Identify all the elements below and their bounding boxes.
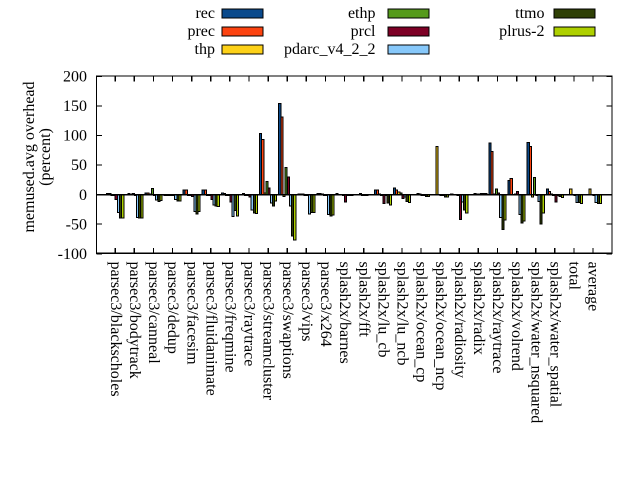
svg-text:200: 200 (63, 69, 87, 86)
svg-text:splash2x/water_nsquared: splash2x/water_nsquared (527, 262, 544, 424)
svg-text:plrus-2: plrus-2 (499, 23, 544, 40)
svg-text:splash2x/barnes: splash2x/barnes (336, 262, 353, 364)
svg-text:splash2x/radiosity: splash2x/radiosity (451, 262, 468, 378)
svg-text:splash2x/volrend: splash2x/volrend (508, 262, 525, 371)
svg-text:-100: -100 (58, 246, 87, 263)
svg-text:total: total (566, 262, 583, 291)
svg-text:ttmo: ttmo (515, 5, 544, 22)
svg-text:splash2x/raytrace: splash2x/raytrace (489, 262, 506, 374)
svg-text:parsec3/x264: parsec3/x264 (317, 262, 334, 347)
svg-text:150: 150 (63, 98, 87, 115)
svg-text:prec: prec (187, 23, 215, 40)
svg-text:-50: -50 (66, 216, 87, 233)
svg-text:splash2x/ocean_cp: splash2x/ocean_cp (413, 262, 430, 383)
svg-text:50: 50 (71, 157, 87, 174)
svg-text:rec: rec (195, 5, 215, 22)
svg-text:parsec3/dedup: parsec3/dedup (164, 262, 181, 354)
svg-text:average: average (585, 262, 602, 312)
svg-text:parsec3/freqmine: parsec3/freqmine (221, 262, 238, 373)
svg-text:parsec3/vips: parsec3/vips (298, 262, 315, 342)
svg-text:memused.avg overhead: memused.avg overhead (21, 81, 38, 232)
svg-text:parsec3/raytrace: parsec3/raytrace (241, 262, 258, 367)
svg-text:splash2x/radix: splash2x/radix (470, 262, 487, 355)
svg-text:splash2x/fft: splash2x/fft (355, 262, 372, 338)
svg-text:parsec3/fluidanimate: parsec3/fluidanimate (202, 262, 219, 396)
svg-text:parsec3/canneal: parsec3/canneal (145, 262, 162, 365)
svg-text:parsec3/facesim: parsec3/facesim (183, 262, 200, 366)
svg-text:splash2x/ocean_ncp: splash2x/ocean_ncp (432, 262, 449, 391)
svg-text:0: 0 (79, 187, 87, 204)
svg-text:splash2x/water_spatial: splash2x/water_spatial (546, 262, 563, 408)
svg-text:prcl: prcl (351, 23, 376, 40)
svg-text:100: 100 (63, 128, 87, 145)
svg-text:thp: thp (195, 41, 215, 58)
svg-text:pdarc_v4_2_2: pdarc_v4_2_2 (284, 41, 376, 58)
svg-text:splash2x/lu_ncb: splash2x/lu_ncb (394, 262, 411, 366)
svg-text:parsec3/streamcluster: parsec3/streamcluster (260, 262, 277, 401)
svg-text:ethp: ethp (348, 5, 376, 22)
svg-text:parsec3/swaptions: parsec3/swaptions (279, 262, 296, 379)
svg-text:parsec3/blackscholes: parsec3/blackscholes (107, 262, 124, 397)
svg-text:(percent): (percent) (37, 128, 54, 186)
svg-text:splash2x/lu_cb: splash2x/lu_cb (374, 262, 391, 358)
svg-text:parsec3/bodytrack: parsec3/bodytrack (126, 262, 143, 379)
